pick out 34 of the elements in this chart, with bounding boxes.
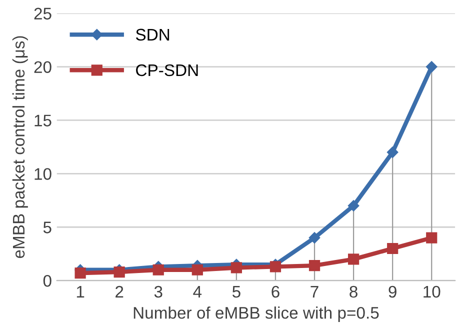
y-tick-label: 20 (34, 61, 52, 74)
y-tick-label: 0 (43, 274, 52, 287)
y-tick-label: 10 (34, 168, 52, 180)
x-tick-label: 10 (424, 286, 440, 298)
x-tick-label: 2 (116, 286, 124, 298)
point (387, 242, 398, 254)
x-tick-label: 7 (310, 286, 318, 298)
point (192, 264, 203, 276)
y-tick-label: 15 (34, 114, 52, 126)
point (386, 146, 398, 158)
point (348, 254, 360, 265)
point (348, 200, 360, 212)
x-tick-label: 4 (193, 286, 202, 298)
x-tick-label: 1 (76, 286, 84, 298)
point (114, 266, 125, 278)
x-tick-label: 3 (154, 286, 162, 298)
y-tick-label: 25 (34, 8, 52, 20)
point (74, 268, 86, 279)
x-tick-label: 6 (272, 286, 280, 298)
legend-label: SDN (136, 28, 170, 41)
x-tick-label: 9 (388, 286, 396, 298)
legend-label: CP-SDN (136, 64, 198, 76)
point (308, 260, 320, 272)
y-axis-title: eMBB packet control time (μs) (12, 36, 28, 258)
x-tick-label: 5 (232, 286, 240, 298)
point (270, 261, 282, 272)
y-tick-label: 5 (43, 222, 52, 234)
x-tick-label: 8 (350, 286, 358, 298)
point (152, 264, 164, 276)
point (426, 61, 438, 72)
point (230, 262, 242, 274)
point (426, 232, 438, 244)
x-axis-title: Number of eMBB slice with p=0.5 (134, 306, 379, 322)
point (308, 232, 320, 244)
